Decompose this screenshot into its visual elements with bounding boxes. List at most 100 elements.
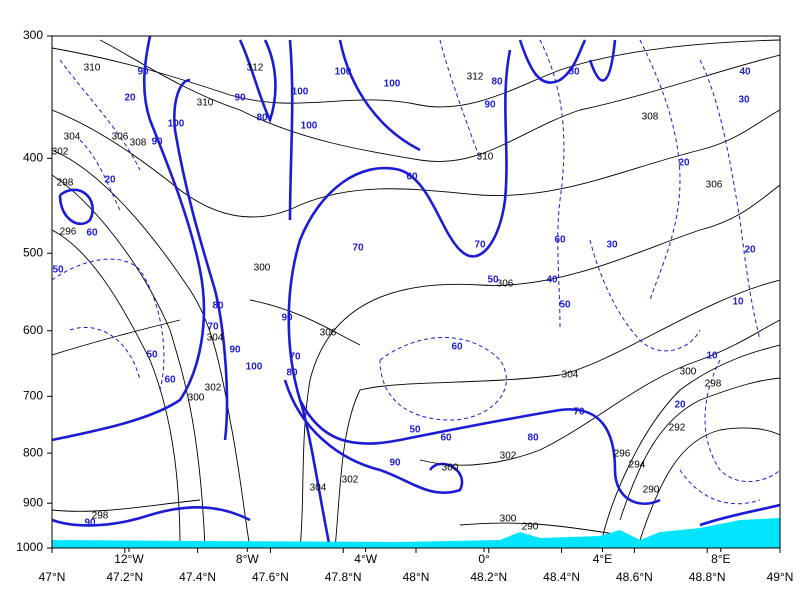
humidity-contour-label: 80 [212,301,224,312]
theta-contour [52,39,780,108]
temperature-contour-label: 290 [522,522,539,533]
temperature-contour-label: 302 [500,451,517,462]
temperature-contour-label: 306 [112,132,129,143]
humidity-contour-label: 100 [292,87,309,98]
temperature-contour-label: 302 [205,383,222,394]
temperature-contour-label: 310 [84,63,101,74]
theta-contour [52,109,780,218]
humidity-contour [287,49,512,548]
x-tick-label: 47.6°N [252,570,289,584]
temperature-contour-label: 296 [60,227,77,238]
temperature-contour-label: 300 [442,463,459,474]
plot-frame [51,35,781,549]
humidity-contour-label: 100 [335,67,352,78]
humidity-contour-label: 50 [487,275,499,286]
humidity-contour-label: 70 [289,352,301,363]
humidity-contour-label: 50 [146,350,158,361]
humidity-contour [679,359,780,505]
humidity-contour-label: 60 [440,433,452,444]
x-tick-label: 49°N [767,570,794,584]
humidity-contour [379,337,507,421]
theta-contour [52,229,181,548]
x2-tick-label: 8°W [236,552,259,566]
theta-contour [52,174,206,548]
x2-tick-label: 8°E [711,552,730,566]
y-tick-label: 300 [23,28,43,42]
humidity-contour-label: 80 [527,433,539,444]
temperature-contour-label: 290 [643,485,660,496]
humidity-contour-label: 10 [706,351,718,362]
temperature-contour-label: 302 [342,475,359,486]
humidity-contour-label: 100 [246,362,263,373]
temperature-contour-label: 302 [52,147,69,158]
theta-contour [639,427,780,541]
x-tick-label: 48°N [403,570,430,584]
temperature-contour-label: 304 [562,370,579,381]
y-tick-label: 1000 [16,540,43,554]
temperature-contour-label: 298 [92,511,109,522]
temperature-contour-label: 308 [642,112,659,123]
x-tick-label: 47°N [39,570,66,584]
temperature-contour-label: 310 [197,98,214,109]
temperature-contour-label: 304 [64,132,81,143]
humidity-contour [238,39,421,221]
humidity-contour-label: 60 [164,375,176,386]
x-tick-label: 48.2°N [470,570,507,584]
theta-contour [99,39,780,162]
humidity-contour-label: 100 [168,119,185,130]
humidity-contour-label: 100 [301,121,318,132]
humidity-contour-label: 20 [124,93,136,104]
humidity-contour-label: 90 [137,67,149,78]
temperature-contour-label: 292 [669,423,686,434]
y-tick-label: 800 [23,445,43,459]
humidity-contour [589,239,701,352]
humidity-contour-label: 90 [151,137,163,148]
x-tick-label: 47.2°N [106,570,143,584]
humidity-contour-label: 20 [678,158,690,169]
temperature-contour-label: 300 [188,393,205,404]
humidity-contour-label: 70 [474,240,486,251]
temperature-contour-label: 300 [500,514,517,525]
humidity-contour-label: 90 [84,518,96,529]
humidity-contour [518,39,617,84]
humidity-contour-label: 60 [451,342,463,353]
theta-contour [334,279,780,548]
temperature-contour-label: 310 [477,152,494,163]
humidity-contour-label: 20 [744,245,756,256]
x2-tick-label: 0° [478,552,490,566]
humidity-contour-label: 80 [256,113,268,124]
humidity-contour [173,78,229,441]
humidity-contour-label: 30 [606,240,618,251]
humidity-contour-label: 20 [674,400,686,411]
humidity-contour-label: 40 [546,275,558,286]
x2-tick-label: 12°W [114,552,144,566]
temperature-contour-label: 300 [254,263,271,274]
x-tick-label: 48.4°N [543,570,580,584]
temperature-contour-label: 294 [629,460,646,471]
temperature-contour-label: 308 [130,138,147,149]
temperature-contour-label: 306 [497,279,514,290]
humidity-contour-label: 70 [573,407,585,418]
x2-tick-label: 4°W [354,552,377,566]
temperature-contour-label: 306 [706,180,723,191]
theta-contour [299,184,780,548]
humidity-contour-label: 60 [554,235,566,246]
theta-contour [52,499,621,536]
humidity-contour-label: 90 [389,458,401,469]
y-tick-label: 600 [23,323,43,337]
x2-tick-label: 4°E [593,552,612,566]
humidity-contour [283,379,464,495]
humidity-contour-label: 90 [484,100,496,111]
x-tick-label: 48.6°N [616,570,653,584]
theta-contour [419,319,780,466]
temperature-contour-label: 300 [680,367,697,378]
y-tick-label: 900 [23,495,43,509]
humidity-contour [639,39,761,341]
humidity-contour [52,503,780,527]
humidity-contour [52,36,206,442]
humidity-contour [298,399,661,506]
humidity-contour-label: 70 [207,322,219,333]
humidity-contour [59,59,141,211]
humidity-contour-label: 50 [409,425,421,436]
